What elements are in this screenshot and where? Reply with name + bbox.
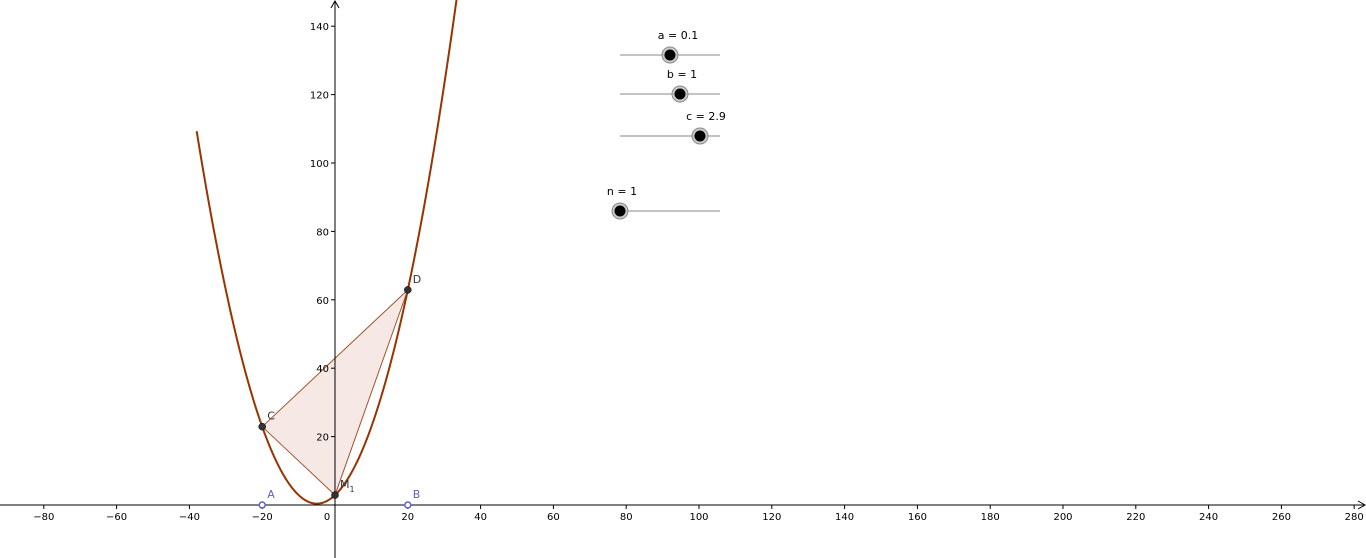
x-tick-label: 120: [762, 512, 781, 523]
x-tick-label: 200: [1053, 512, 1072, 523]
x-tick-label: 220: [1126, 512, 1145, 523]
slider-label: c = 2.9: [686, 110, 726, 123]
x-tick-label: 160: [908, 512, 927, 523]
slider-a[interactable]: a = 0.1: [620, 29, 720, 64]
y-tick-label: 100: [310, 159, 329, 170]
y-tick-label: 20: [316, 433, 329, 444]
x-tick-label: −60: [106, 512, 127, 523]
x-tick-label: 280: [1345, 512, 1364, 523]
y-tick-label: 60: [316, 296, 329, 307]
point-label: D: [413, 273, 421, 286]
y-axis-arrow-icon: [330, 0, 340, 9]
slider-c[interactable]: c = 2.9: [620, 110, 726, 145]
x-tick-label: 140: [835, 512, 854, 523]
point-marker[interactable]: [258, 501, 266, 509]
point-label: A: [267, 488, 275, 501]
x-tick-label: 180: [981, 512, 1000, 523]
point-label: C: [267, 410, 275, 423]
point-c[interactable]: C: [258, 410, 276, 431]
y-tick-label: 140: [310, 22, 329, 33]
slider-knob[interactable]: [614, 205, 626, 217]
slider-knob[interactable]: [694, 130, 706, 142]
point-marker[interactable]: [404, 501, 412, 509]
x-tick-label: −20: [252, 512, 273, 523]
slider-knob[interactable]: [664, 49, 676, 61]
point-a[interactable]: A: [258, 488, 275, 509]
x-tick-label: −40: [179, 512, 200, 523]
x-tick-label: 260: [1272, 512, 1291, 523]
point-marker[interactable]: [404, 286, 412, 294]
slider-b[interactable]: b = 1: [620, 68, 720, 103]
x-tick-label: 0: [324, 512, 330, 523]
y-tick-label: 40: [316, 364, 329, 375]
slider-label: n = 1: [607, 185, 637, 198]
y-tick-label: 80: [316, 227, 329, 238]
slider-label: b = 1: [667, 68, 697, 81]
point-label: B: [413, 488, 421, 501]
point-d[interactable]: D: [404, 273, 421, 294]
slider-n[interactable]: n = 1: [607, 185, 720, 220]
slider-label: a = 0.1: [658, 29, 698, 42]
x-tick-label: 20: [401, 512, 414, 523]
x-axis-arrow-icon: [1357, 500, 1366, 510]
x-tick-label: 40: [474, 512, 487, 523]
point-marker[interactable]: [258, 422, 266, 431]
x-tick-label: 60: [547, 512, 560, 523]
point-label: M1: [340, 478, 355, 494]
x-tick-label: 80: [620, 512, 633, 523]
x-tick-label: 100: [689, 512, 708, 523]
x-tick-label: −80: [33, 512, 54, 523]
point-b[interactable]: B: [404, 488, 421, 509]
point-marker[interactable]: [331, 491, 339, 499]
x-tick-label: 240: [1199, 512, 1218, 523]
y-tick-label: 120: [310, 91, 329, 102]
slider-knob[interactable]: [674, 88, 686, 100]
